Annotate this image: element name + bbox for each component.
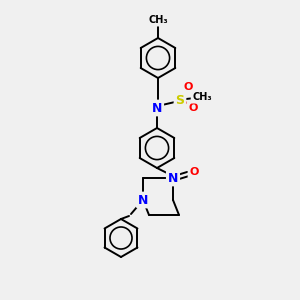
Text: O: O	[188, 103, 198, 113]
Text: N: N	[138, 194, 148, 206]
Text: O: O	[183, 82, 193, 92]
Text: N: N	[152, 101, 162, 115]
Text: O: O	[189, 167, 199, 177]
Text: N: N	[168, 172, 178, 184]
Text: CH₃: CH₃	[148, 15, 168, 25]
Text: S: S	[176, 94, 184, 106]
Text: CH₃: CH₃	[192, 92, 212, 102]
